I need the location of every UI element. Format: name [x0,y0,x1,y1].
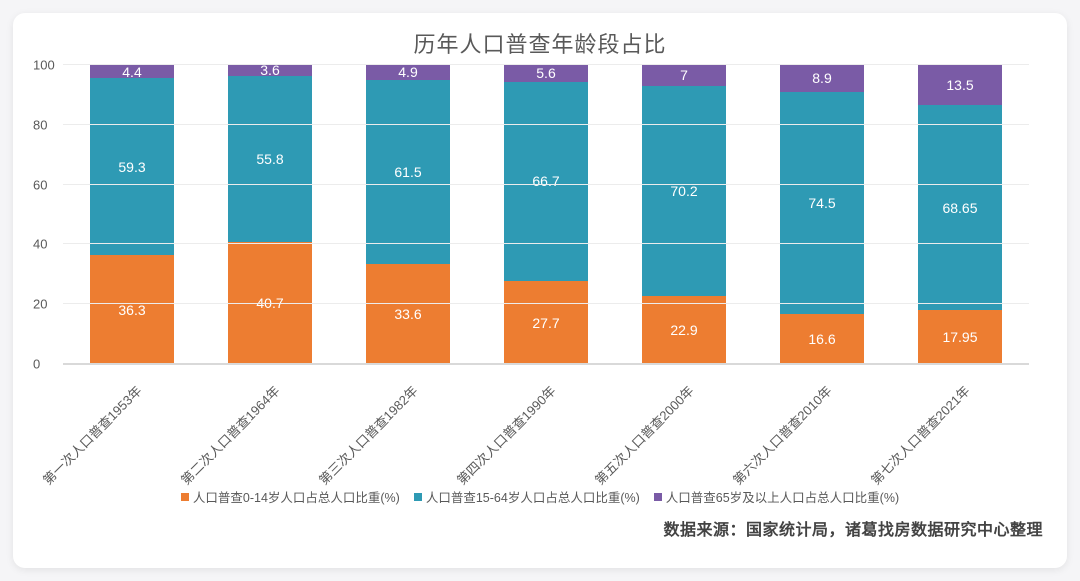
legend-swatch [654,493,662,501]
bars-container: 36.359.34.4 40.755.83.6 33.661.54.9 27.766.… [63,65,1029,364]
bar-segment-age_15_64: 61.5 [366,80,450,264]
bar-column: 17.9568.6513.5 [918,65,1002,364]
bar-segment-age_65_plus: 7 [642,65,726,86]
bar-column: 27.766.75.6 [504,65,588,364]
y-tick-label: 0 [33,357,40,372]
legend: 人口普查0-14岁人口占总人口比重(%) 人口普查15-64岁人口占总人口比重(%… [37,487,1043,506]
legend-label: 人口普查15-64岁人口占总人口比重(%) [426,487,640,506]
bar-segment-age_0_14: 16.6 [780,314,864,364]
bar-segment-age_0_14: 33.6 [366,264,450,364]
bar-column: 33.661.54.9 [366,65,450,364]
bar-segment-age_0_14: 22.9 [642,296,726,364]
chart-card: 历年人口普查年龄段占比 36.359.34.4 40.755.83.6 33.661… [13,13,1067,568]
x-tick-label: 第四次人口普查1990年 [504,365,588,485]
legend-label: 人口普查0-14岁人口占总人口比重(%) [193,487,400,506]
bar-segment-age_15_64: 59.3 [90,78,174,255]
gridline [63,184,1029,185]
gridline [63,64,1029,65]
x-tick-label: 第七次人口普查2021年 [918,365,1002,485]
bar-segment-age_65_plus: 4.9 [366,65,450,80]
legend-swatch [181,493,189,501]
x-axis-labels: 第一次人口普查1953年第二次人口普查1964年第三次人口普查1982年第四次人… [63,365,1029,485]
legend-swatch [414,493,422,501]
bar-segment-age_15_64: 74.5 [780,92,864,315]
bar-segment-age_0_14: 17.95 [918,310,1002,364]
bar-segment-age_65_plus: 3.6 [228,65,312,76]
bar-segment-age_15_64: 68.65 [918,105,1002,310]
x-tick-label: 第二次人口普查1964年 [228,365,312,485]
gridline [63,363,1029,364]
x-tick-label: 第五次人口普查2000年 [642,365,726,485]
bar-segment-age_15_64: 55.8 [228,76,312,243]
bar-segment-age_65_plus: 4.4 [90,65,174,78]
bar-segment-age_65_plus: 13.5 [918,65,1002,105]
y-tick-label: 40 [33,237,47,252]
y-tick-label: 60 [33,177,47,192]
x-tick-label: 第三次人口普查1982年 [366,365,450,485]
bar-segment-age_15_64: 66.7 [504,82,588,281]
legend-item: 人口普查15-64岁人口占总人口比重(%) [414,487,640,506]
y-tick-label: 100 [33,58,55,73]
plot-area: 36.359.34.4 40.755.83.6 33.661.54.9 27.766.… [63,65,1029,365]
legend-label: 人口普查65岁及以上人口占总人口比重(%) [666,487,899,506]
bar-segment-age_15_64: 70.2 [642,86,726,296]
gridline [63,303,1029,304]
bar-segment-age_0_14: 27.7 [504,281,588,364]
gridline [63,243,1029,244]
y-tick-label: 20 [33,297,47,312]
gridline [63,124,1029,125]
bar-column: 16.674.58.9 [780,65,864,364]
source-text: 数据来源：国家统计局，诸葛找房数据研究中心整理 [37,516,1043,540]
x-tick-label: 第六次人口普查2010年 [780,365,864,485]
x-tick-label: 第一次人口普查1953年 [90,365,174,485]
chart-title: 历年人口普查年龄段占比 [37,27,1043,59]
bar-segment-age_65_plus: 8.9 [780,65,864,92]
legend-item: 人口普查0-14岁人口占总人口比重(%) [181,487,400,506]
legend-item: 人口普查65岁及以上人口占总人口比重(%) [654,487,899,506]
y-tick-label: 80 [33,117,47,132]
bar-segment-age_65_plus: 5.6 [504,65,588,82]
bar-column: 22.970.27 [642,65,726,364]
bar-segment-age_0_14: 36.3 [90,255,174,364]
bar-column: 36.359.34.4 [90,65,174,364]
bar-column: 40.755.83.6 [228,65,312,364]
